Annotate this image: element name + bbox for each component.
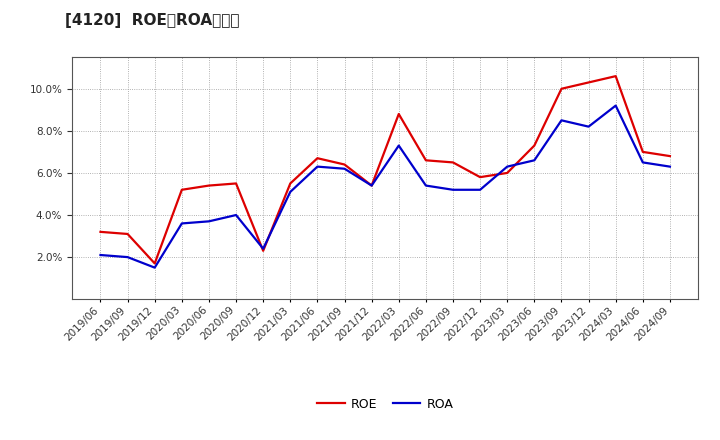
ROE [204,183,213,188]
ROA [313,164,322,169]
ROE [611,73,620,79]
ROA [611,103,620,108]
ROE [341,162,349,167]
ROE [476,175,485,180]
ROA [204,219,213,224]
ROA [584,124,593,129]
ROA [639,160,647,165]
ROE [367,183,376,188]
ROA [503,164,511,169]
ROA [530,158,539,163]
ROE [395,111,403,117]
ROE [503,170,511,176]
ROE [96,229,105,235]
ROA [96,253,105,258]
ROE [584,80,593,85]
ROA [150,265,159,270]
ROA [259,246,268,251]
ROA [367,183,376,188]
ROA [286,189,294,194]
Legend: ROE, ROA: ROE, ROA [312,392,458,415]
ROE [449,160,457,165]
Line: ROE: ROE [101,76,670,264]
ROA [232,213,240,218]
ROA [476,187,485,192]
Text: [4120]  ROE、ROAの推移: [4120] ROE、ROAの推移 [65,13,239,28]
ROE [232,181,240,186]
ROA [341,166,349,171]
ROA [449,187,457,192]
ROA [395,143,403,148]
ROA [557,117,566,123]
ROE [530,143,539,148]
ROE [639,149,647,154]
ROE [150,261,159,266]
ROE [421,158,430,163]
ROE [286,181,294,186]
ROE [557,86,566,92]
ROA [665,164,674,169]
ROE [178,187,186,192]
ROE [665,154,674,159]
ROE [259,248,268,253]
ROE [313,156,322,161]
ROA [178,221,186,226]
ROE [123,231,132,237]
ROA [123,254,132,260]
Line: ROA: ROA [101,106,670,268]
ROA [421,183,430,188]
